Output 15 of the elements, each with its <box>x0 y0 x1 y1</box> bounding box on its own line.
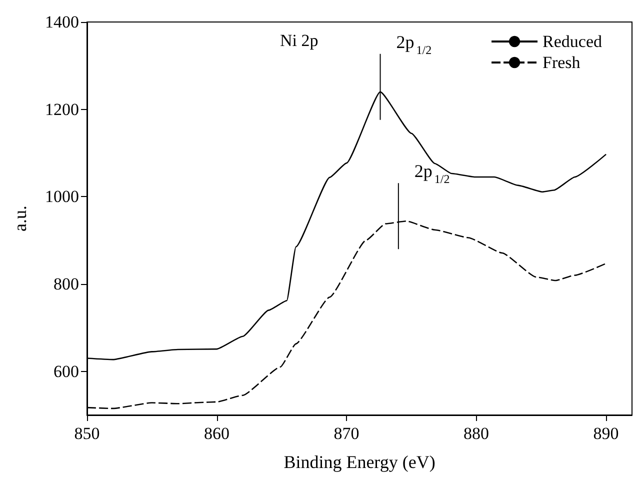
x-tick-label: 890 <box>593 424 619 443</box>
y-tick-label: 600 <box>54 362 79 381</box>
y-tick-label: 1000 <box>45 187 79 206</box>
legend-label: Fresh <box>542 53 581 72</box>
x-tick-label: 880 <box>464 424 490 443</box>
legend-label: Reduced <box>542 32 602 51</box>
x-axis-title: Binding Energy (eV) <box>284 452 436 472</box>
y-tick-label: 1200 <box>45 100 79 119</box>
y-axis-title: a.u. <box>10 206 30 232</box>
x-tick-label: 860 <box>204 424 230 443</box>
annotation: Ni 2p <box>280 31 318 50</box>
x-tick-label: 850 <box>74 424 100 443</box>
y-tick-label: 1400 <box>45 12 79 32</box>
x-tick-label: 870 <box>334 424 360 443</box>
y-tick-label: 800 <box>54 274 79 294</box>
